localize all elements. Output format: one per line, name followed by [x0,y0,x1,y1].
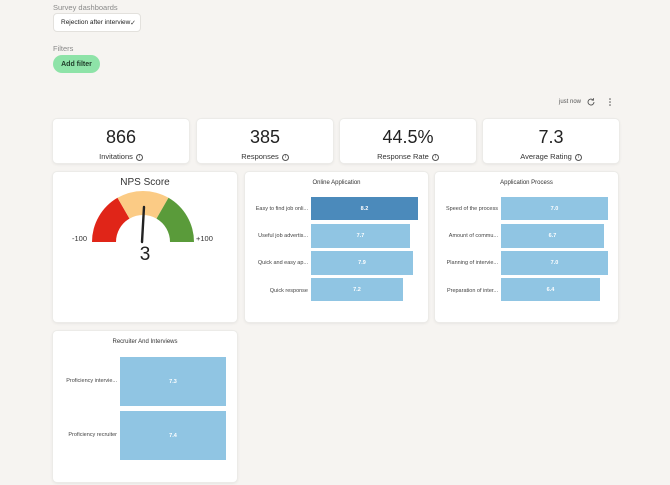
application-process-card: Application Process Speed of the process… [435,172,618,322]
chevron-down-icon: ✓ [130,20,136,27]
online-application-card: Online Application Easy to find job onli… [245,172,428,322]
stat-label: Responses [241,152,279,161]
info-icon[interactable]: i [135,153,143,161]
dashboard-select-value: Rejection after interview [61,19,131,26]
stat-label-row: Response Rate i [340,152,476,161]
nps-title: NPS Score [120,177,170,188]
more-vertical-icon[interactable] [606,97,614,107]
stat-label-row: Responses i [197,152,333,161]
bar: 7.2 [311,278,403,301]
row-label: Quick and easy ap... [257,260,308,266]
recruiter-card: Recruiter And Interviews Proficiency int… [53,331,237,482]
stat-label: Invitations [99,152,133,161]
stat-value: 44.5% [382,127,434,147]
stat-label: Average Rating [520,152,572,161]
nps-min-label: -100 [72,234,88,243]
stat-label-row: Average Rating i [483,152,619,161]
stat-card-responses: 385 Responses i [197,119,333,163]
bar: 7.9 [311,251,413,275]
row-label: Amount of commu... [448,233,498,239]
stat-card-average-rating: 7.3 Average Rating i [483,119,619,163]
info-icon[interactable]: i [431,153,439,161]
gauge-passives-segment [117,190,169,219]
add-filter-button[interactable]: Add filter [53,55,100,73]
gauge-detractors-segment [91,197,130,242]
row-label: Preparation of inter... [446,288,498,294]
stat-value: 866 [105,127,137,147]
nps-gauge [91,190,195,244]
row-label: Proficiency recruiter [68,432,117,438]
row-label: Quick response [269,288,308,294]
panel-title: Application Process [500,180,553,186]
row-label: Proficiency intervie... [66,378,117,384]
dashboards-label: Survey dashboards [53,3,118,12]
stat-card-invitations: 866 Invitations i [53,119,189,163]
gauge-promoters-segment [156,197,195,242]
last-updated-text: just now [559,99,582,105]
bar: 7.0 [501,251,608,275]
bar: 6.4 [501,278,600,301]
stat-card-response-rate: 44.5% Response Rate i [340,119,476,163]
gauge-needle [140,205,146,244]
row-label: Useful job advertis... [258,233,308,239]
info-icon[interactable]: i [281,153,289,161]
bar: 7.3 [120,357,226,406]
dashboard-select[interactable]: Rejection after interview ✓ [53,13,141,32]
row-label: Speed of the process [446,206,498,212]
row-label: Easy to find job onli... [255,206,308,212]
refresh-icon[interactable] [586,97,596,107]
stat-value: 7.3 [538,127,564,147]
nps-score-value: 3 [139,244,151,265]
stat-value: 385 [249,127,281,147]
filters-label: Filters [53,44,74,53]
bar: 7.7 [311,224,410,248]
nps-max-label: +100 [196,234,213,243]
bar: 8.2 [311,197,418,220]
bar: 6.7 [501,224,604,248]
stat-label-row: Invitations i [53,152,189,161]
panel-title: Online Application [312,180,361,186]
panel-title: Recruiter And Interviews [112,339,178,345]
info-icon[interactable]: i [574,153,582,161]
stat-label: Response Rate [377,152,429,161]
nps-card: NPS Score -100 +100 3 [53,172,237,322]
row-label: Planning of intervie... [446,260,498,266]
bar: 7.4 [120,411,226,460]
bar: 7.0 [501,197,608,220]
